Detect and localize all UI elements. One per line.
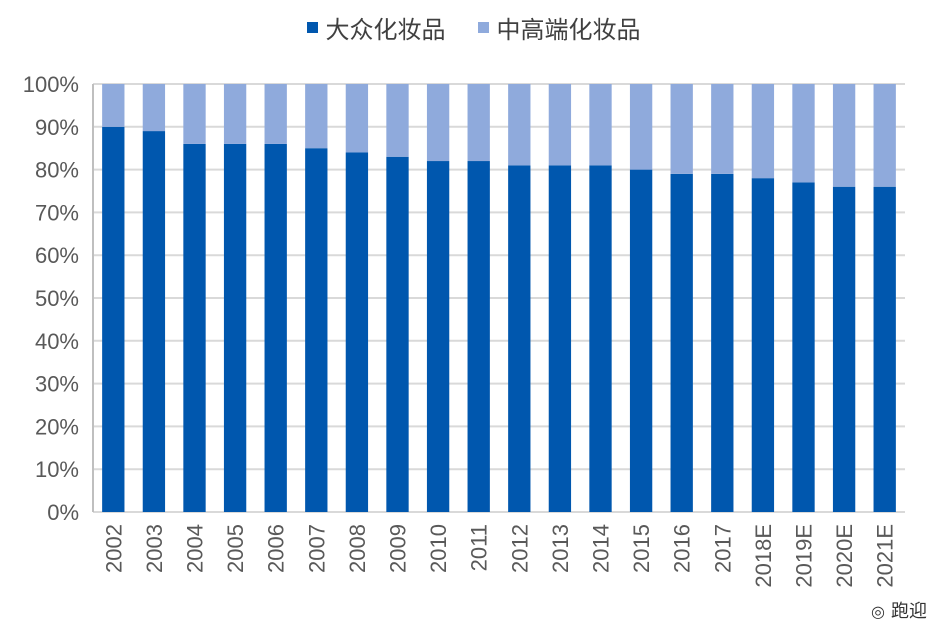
- x-tick-label: 2002: [101, 524, 126, 573]
- bar-mass-2003: [142, 131, 166, 512]
- bar-mass-2008: [345, 152, 369, 513]
- y-tick-label: 80%: [35, 158, 79, 183]
- legend-item-premium: 中高端化妆品: [477, 10, 641, 45]
- bar-premium-2010: [426, 84, 450, 162]
- bar-mass-2009: [386, 156, 409, 512]
- y-tick-label: 0%: [47, 500, 79, 525]
- bar-mass-2018E: [751, 178, 775, 512]
- bar-mass-2020E: [832, 186, 856, 512]
- bar-mass-2015: [629, 169, 653, 512]
- y-tick-label: 50%: [35, 286, 79, 311]
- bar-premium-2011: [467, 84, 490, 162]
- watermark-text: 跑迎: [891, 601, 927, 622]
- legend-label-premium: 中高端化妆品: [496, 16, 641, 44]
- x-tick-label: 2008: [345, 524, 370, 573]
- legend-item-mass: 大众化妆品: [306, 10, 446, 45]
- y-tick-label: 100%: [23, 72, 79, 97]
- bar-mass-2007: [305, 148, 328, 512]
- y-tick-label: 10%: [35, 457, 79, 482]
- bar-mass-2014: [589, 165, 612, 512]
- x-tick-label: 2019E: [792, 524, 817, 588]
- bar-premium-2006: [264, 84, 287, 144]
- bar-mass-2021E: [873, 186, 896, 512]
- y-tick-label: 70%: [35, 200, 79, 225]
- x-tick-label: 2003: [142, 524, 167, 573]
- bar-mass-2002: [102, 126, 125, 513]
- bar-premium-2008: [345, 84, 369, 153]
- bar-premium-2007: [305, 84, 328, 149]
- y-tick-label: 60%: [35, 243, 79, 268]
- bar-mass-2019E: [792, 182, 815, 512]
- bar-premium-2016: [670, 84, 693, 174]
- watermark: ◎ 跑迎: [871, 602, 927, 622]
- y-tick-label: 40%: [35, 329, 79, 354]
- wechat-icon: ◎: [871, 602, 885, 621]
- y-tick-label: 30%: [35, 372, 79, 397]
- legend-swatch-mass: [306, 22, 318, 33]
- x-tick-label: 2010: [426, 524, 451, 573]
- x-tick-label: 2011: [467, 524, 492, 571]
- bar-mass-2016: [670, 173, 693, 512]
- x-tick-label: 2018E: [751, 524, 776, 588]
- legend: 大众化妆品 中高端化妆品: [0, 10, 947, 45]
- bar-mass-2012: [508, 165, 531, 512]
- bar-mass-2013: [548, 165, 572, 512]
- bar-mass-2006: [264, 143, 287, 513]
- bar-mass-2004: [183, 143, 206, 513]
- bar-premium-2012: [508, 84, 531, 166]
- bar-mass-2011: [467, 161, 490, 513]
- legend-swatch-premium: [477, 22, 489, 33]
- x-tick-label: 2004: [183, 524, 208, 573]
- bar-premium-2003: [142, 84, 166, 132]
- bar-premium-2021E: [873, 84, 896, 187]
- x-tick-label: 2021E: [873, 524, 898, 588]
- bar-mass-2017: [711, 173, 734, 512]
- bar-premium-2005: [223, 84, 247, 144]
- bar-mass-2005: [223, 143, 247, 513]
- x-tick-label: 2013: [548, 524, 573, 573]
- x-tick-label: 2006: [264, 524, 289, 573]
- bar-premium-2018E: [751, 84, 775, 179]
- x-tick-label: 2017: [710, 524, 735, 573]
- bar-mass-2010: [426, 161, 450, 513]
- x-tick-label: 2016: [670, 524, 695, 573]
- bar-premium-2017: [711, 84, 734, 174]
- bar-premium-2009: [386, 84, 409, 157]
- bar-premium-2014: [589, 84, 612, 166]
- x-tick-label: 2020E: [832, 524, 857, 588]
- bar-premium-2020E: [832, 84, 856, 187]
- legend-label-mass: 大众化妆品: [325, 16, 446, 44]
- x-tick-label: 2015: [629, 524, 654, 573]
- x-tick-label: 2007: [304, 524, 329, 573]
- x-tick-label: 2014: [589, 524, 614, 573]
- y-tick-label: 90%: [35, 115, 79, 140]
- bar-premium-2015: [629, 84, 653, 170]
- x-tick-label: 2012: [507, 524, 532, 573]
- x-tick-label: 2009: [386, 524, 411, 573]
- bar-premium-2019E: [792, 84, 815, 183]
- bar-premium-2002: [102, 84, 125, 127]
- x-tick-label: 2005: [223, 524, 248, 573]
- bar-premium-2004: [183, 84, 206, 144]
- bar-premium-2013: [548, 84, 572, 166]
- y-tick-label: 20%: [35, 414, 79, 439]
